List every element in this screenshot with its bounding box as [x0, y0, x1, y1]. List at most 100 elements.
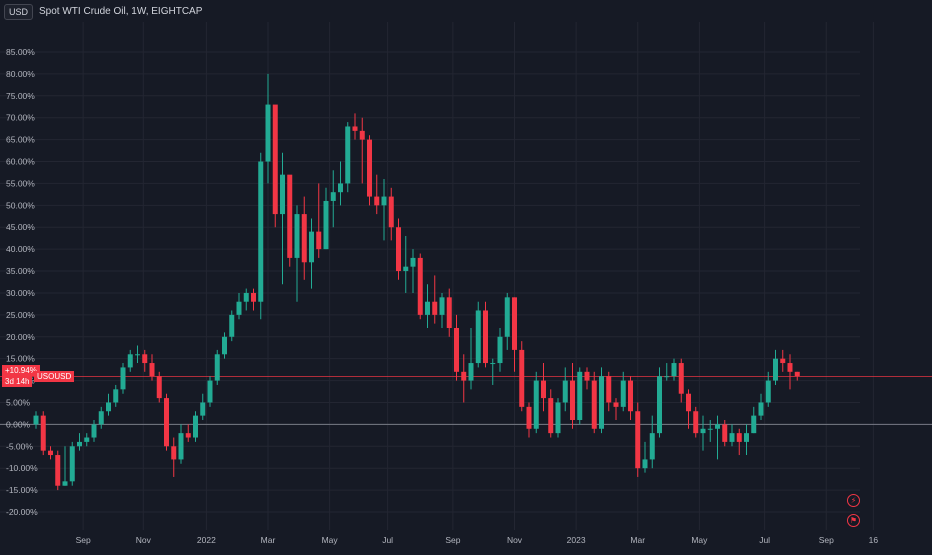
y-tick-label: 20.00%: [6, 332, 35, 342]
candle: [388, 187, 394, 241]
lightning-icon[interactable]: ⚡: [847, 494, 860, 507]
candle: [222, 332, 227, 359]
candle-body: [787, 363, 793, 372]
candle-body: [758, 402, 764, 416]
candle-body: [591, 380, 597, 429]
candle-body: [548, 398, 554, 434]
candle-body: [446, 297, 452, 328]
candle: [251, 288, 256, 311]
flag-icon[interactable]: ⚑: [847, 514, 860, 527]
candle-body: [649, 433, 655, 460]
candle: [84, 433, 90, 447]
candle: [214, 349, 220, 385]
candle-body: [707, 428, 713, 430]
chart-title: Spot WTI Crude Oil, 1W, EIGHTCAP: [39, 6, 203, 17]
candle: [301, 196, 307, 280]
y-tick-label: 65.00%: [6, 135, 35, 145]
candle: [780, 349, 786, 372]
candle: [700, 415, 706, 451]
candle-body: [294, 214, 300, 258]
candle-body: [69, 446, 75, 482]
candle-body: [323, 200, 329, 250]
y-tick-label: -10.00%: [6, 463, 38, 473]
candle-body: [483, 310, 488, 364]
candle-body: [77, 441, 82, 447]
candle-body: [243, 292, 249, 302]
candle-body: [584, 371, 590, 381]
candle-body: [309, 231, 314, 263]
candle-body: [555, 402, 561, 434]
candle: [664, 363, 670, 381]
candle: [490, 358, 496, 385]
bar-countdown-badge: 3d 14h: [2, 376, 33, 388]
candle: [606, 371, 612, 412]
candle: [649, 415, 655, 469]
candle: [272, 104, 278, 228]
candle-body: [106, 402, 111, 412]
candle: [69, 441, 75, 486]
candle: [323, 187, 329, 250]
x-tick-label: 2023: [567, 535, 586, 545]
candle: [164, 393, 169, 451]
candle: [338, 161, 343, 206]
candle: [707, 420, 713, 442]
candle-body: [541, 380, 546, 399]
candle-body: [599, 376, 604, 429]
candle: [584, 367, 590, 390]
candle: [729, 424, 735, 447]
candle: [367, 135, 372, 206]
candle-body: [425, 301, 430, 315]
x-tick-label: 16: [869, 535, 879, 545]
candle: [555, 398, 561, 438]
candle-body: [388, 196, 394, 228]
y-tick-label: 60.00%: [6, 157, 35, 167]
currency-button[interactable]: USD: [4, 4, 34, 20]
y-tick-label: 25.00%: [6, 310, 35, 320]
candle: [178, 424, 184, 464]
y-tick-label: 35.00%: [6, 266, 35, 276]
candle-body: [48, 450, 53, 456]
candle-body: [149, 363, 155, 377]
candle-body: [417, 257, 423, 315]
candle-body: [367, 139, 372, 197]
candle: [207, 376, 213, 407]
x-tick-label: 2022: [197, 535, 216, 545]
candle: [504, 292, 510, 350]
candle: [200, 393, 206, 420]
candle: [294, 205, 300, 302]
x-tick-label: Mar: [261, 535, 276, 545]
candle-body: [185, 433, 191, 438]
candle: [171, 437, 177, 477]
candle: [599, 367, 604, 434]
candle: [533, 371, 539, 434]
candle-body: [135, 354, 140, 356]
candle-body: [338, 183, 343, 193]
candle: [439, 292, 445, 328]
candle-body: [164, 398, 169, 447]
candle-body: [606, 376, 612, 403]
candle: [657, 367, 662, 438]
candle: [193, 411, 198, 442]
candle: [106, 393, 111, 416]
candle: [77, 433, 82, 451]
candle: [330, 170, 336, 228]
candle: [548, 389, 554, 438]
reference-lines: [0, 376, 932, 425]
x-tick-label: May: [322, 535, 339, 545]
candle-body: [736, 433, 742, 442]
candle: [135, 345, 140, 364]
candle-body: [113, 389, 119, 403]
candle: [425, 284, 430, 328]
y-tick-label: 50.00%: [6, 200, 35, 210]
candle-body: [461, 371, 467, 381]
candle: [620, 371, 626, 412]
candle-body: [657, 376, 662, 434]
candle-body: [200, 402, 206, 416]
x-axis: Sep Nov 2022 Mar May Jul Sep Nov 2023 Mar May Jul Se…: [76, 535, 879, 545]
grid: [0, 22, 874, 530]
candle: [55, 450, 61, 491]
candle-body: [700, 428, 706, 434]
candle-body: [127, 354, 133, 368]
